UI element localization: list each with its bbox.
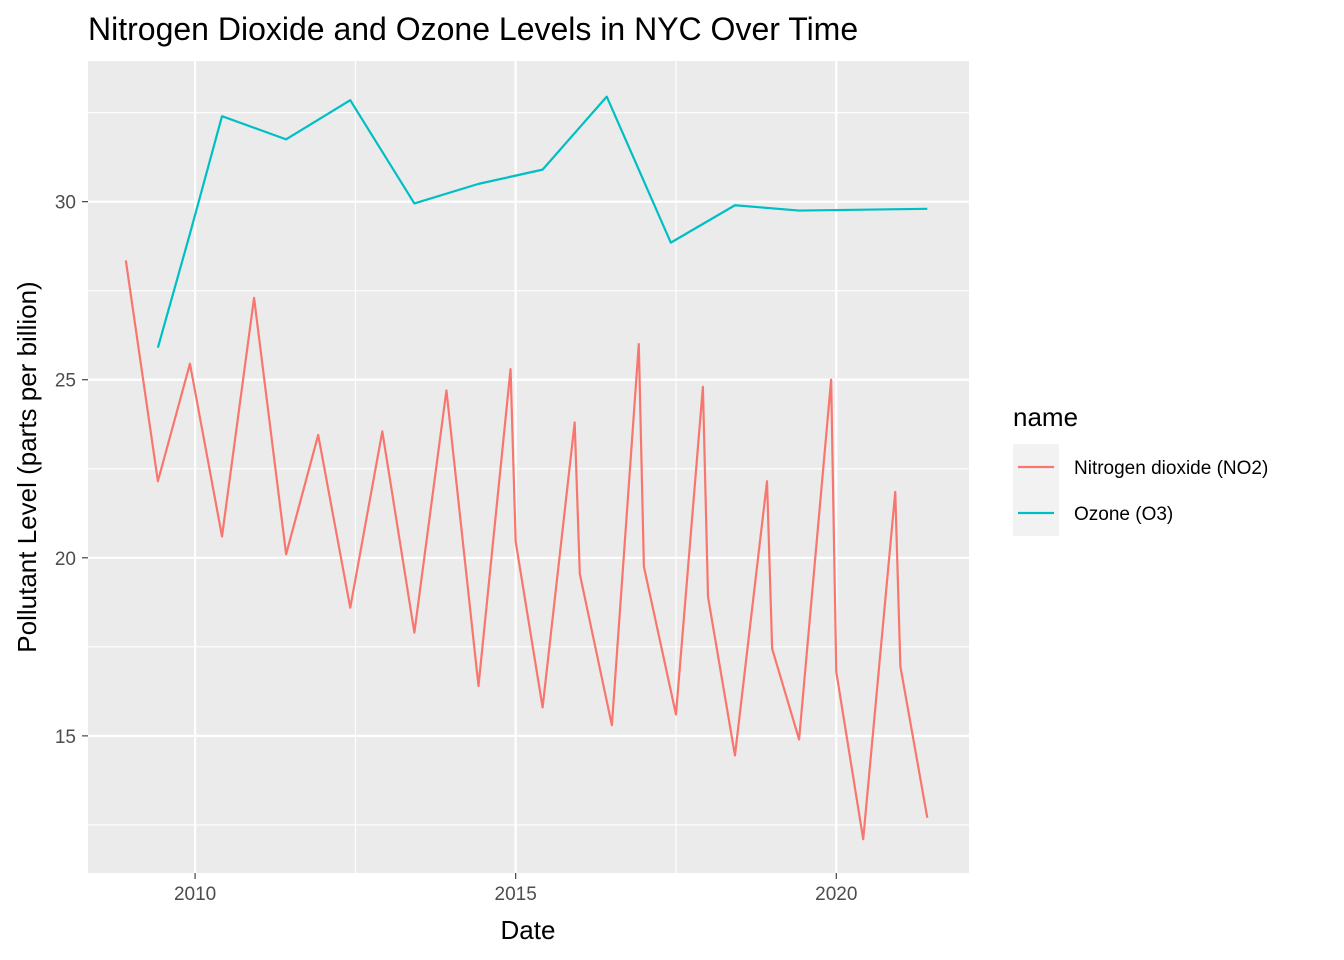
x-tick-label: 2015 bbox=[495, 884, 537, 905]
legend-title: name bbox=[1013, 402, 1078, 432]
x-tick-label: 2020 bbox=[815, 884, 857, 905]
x-axis: 2010 2015 2020 bbox=[174, 873, 857, 905]
minor-gridlines bbox=[88, 61, 969, 873]
series-line-no2 bbox=[124, 260, 929, 841]
y-tick-label: 30 bbox=[55, 193, 76, 214]
y-axis-title: Pollutant Level (parts per billion) bbox=[12, 281, 42, 652]
plot-panel bbox=[88, 61, 969, 873]
series-line-o3 bbox=[156, 95, 928, 348]
x-tick-label: 2010 bbox=[174, 884, 216, 905]
legend-label-no2: Nitrogen dioxide (NO2) bbox=[1074, 458, 1268, 479]
major-gridlines bbox=[88, 61, 969, 873]
legend: name Nitrogen dioxide (NO2) Ozone (O3) bbox=[1013, 402, 1268, 536]
x-axis-title: Date bbox=[501, 915, 556, 945]
y-tick-label: 15 bbox=[55, 727, 76, 748]
chart-title: Nitrogen Dioxide and Ozone Levels in NYC… bbox=[88, 11, 858, 47]
y-tick-label: 20 bbox=[55, 549, 76, 570]
y-axis: 15 20 25 30 bbox=[55, 193, 88, 748]
legend-label-o3: Ozone (O3) bbox=[1074, 504, 1173, 525]
series-lines bbox=[124, 95, 929, 841]
y-tick-label: 25 bbox=[55, 371, 76, 392]
